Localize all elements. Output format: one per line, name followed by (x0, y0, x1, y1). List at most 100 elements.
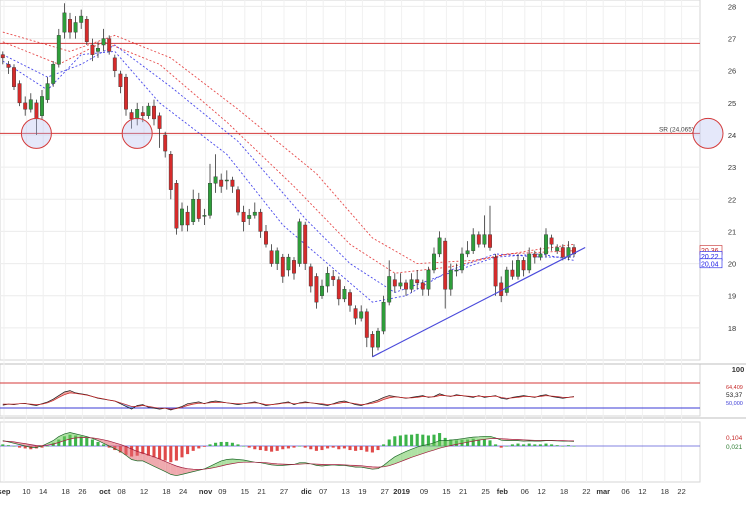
candle-body (219, 180, 222, 186)
candle-body (119, 74, 122, 87)
x-tick-label: 12 (537, 487, 545, 496)
candle-body (561, 248, 564, 258)
candle-body (163, 135, 166, 151)
macd-histogram-bar (85, 438, 88, 446)
candle-body (298, 222, 301, 264)
candle-body (12, 68, 15, 87)
x-tick-label: 22 (582, 487, 590, 496)
candle-body (505, 270, 508, 293)
macd-histogram-bar (12, 446, 15, 447)
candle-body (208, 183, 211, 215)
candle-body (438, 238, 441, 254)
macd-histogram-bar (488, 440, 491, 446)
candle-body (365, 312, 368, 338)
candle-body (236, 190, 239, 213)
macd-histogram-bar (561, 446, 564, 447)
osc-upper-label: 64,409 (726, 385, 743, 391)
candle-body (79, 16, 82, 22)
candle-body (427, 270, 430, 289)
macd-histogram-bar (152, 446, 155, 457)
macd-histogram-bar (164, 446, 167, 461)
candle-body (102, 39, 105, 45)
candle-body (483, 235, 486, 245)
y-tick-label: 20 (728, 260, 736, 269)
macd-histogram-bar (46, 446, 49, 447)
candle-body (197, 199, 200, 218)
macd-histogram-bar (500, 446, 503, 448)
macd-histogram-bar (572, 446, 575, 447)
candle-body (331, 276, 334, 279)
candle-body (29, 100, 32, 110)
candle-body (460, 254, 463, 270)
macd-value-label: 0,104 (726, 435, 743, 442)
macd-histogram-bar (343, 446, 346, 448)
candle-body (96, 48, 99, 51)
x-tick-label: 07 (319, 487, 327, 496)
x-tick-label: dic (301, 487, 312, 496)
candle-body (141, 113, 144, 116)
candle-body (91, 45, 94, 55)
macd-histogram-bar (376, 446, 379, 450)
macd-histogram-bar (511, 444, 514, 446)
candle-body (488, 235, 491, 248)
candle-body (287, 257, 290, 270)
candle-body (180, 209, 183, 225)
candle-body (63, 13, 66, 32)
candle-body (113, 58, 116, 71)
candle-body (443, 241, 446, 289)
candle-body (415, 280, 418, 283)
macd-histogram-bar (259, 446, 262, 450)
x-tick-label: nov (199, 487, 213, 496)
candle-body (499, 283, 502, 296)
x-tick-label: 14 (39, 487, 47, 496)
candle-body (191, 199, 194, 222)
x-tick-label: 12 (140, 487, 148, 496)
candle-body (376, 331, 379, 347)
x-tick-label: 21 (257, 487, 265, 496)
candle-body (214, 177, 217, 183)
candle-body (85, 19, 88, 41)
macd-histogram-bar (276, 446, 279, 451)
x-tick-label: 10 (22, 487, 30, 496)
y-tick-label: 28 (728, 2, 736, 11)
candle-body (449, 270, 452, 289)
macd-histogram-bar (214, 443, 217, 446)
macd-histogram-bar (550, 444, 553, 446)
candle-body (399, 283, 402, 286)
x-tick-label: 18 (162, 487, 170, 496)
candle-body (292, 260, 295, 273)
macd-histogram-bar (169, 446, 172, 462)
x-tick-label: mar (596, 487, 610, 496)
candle-body (175, 183, 178, 228)
macd-histogram-bar (96, 442, 99, 446)
candle-body (477, 235, 480, 245)
macd-histogram-bar (1, 444, 4, 446)
macd-histogram-bar (399, 435, 402, 446)
macd-histogram-bar (248, 446, 251, 448)
candle-body (253, 212, 256, 215)
x-tick-label: 15 (442, 487, 450, 496)
macd-histogram-bar (382, 444, 385, 446)
macd-histogram-bar (360, 446, 363, 450)
macd-histogram-bar (231, 443, 234, 446)
candle-body (130, 113, 133, 119)
candle-body (466, 251, 469, 254)
macd-histogram-bar (320, 446, 323, 450)
macd-histogram-bar (354, 446, 357, 451)
x-tick-label: 06 (521, 487, 529, 496)
macd-histogram-bar (242, 446, 245, 447)
macd-histogram-bar (281, 446, 284, 449)
candle-body (169, 154, 172, 189)
highlight-circle (693, 118, 723, 148)
y-tick-label: 27 (728, 35, 736, 44)
candle-body (40, 96, 43, 115)
candle-body (550, 238, 553, 244)
x-tick-label: 08 (117, 487, 125, 496)
macd-histogram-bar (388, 440, 391, 446)
macd-histogram-bar (505, 446, 508, 447)
osc-lower-label: 50,000 (726, 401, 743, 407)
macd-histogram-bar (292, 446, 295, 448)
candle-body (158, 116, 161, 129)
x-tick-label: 09 (218, 487, 226, 496)
